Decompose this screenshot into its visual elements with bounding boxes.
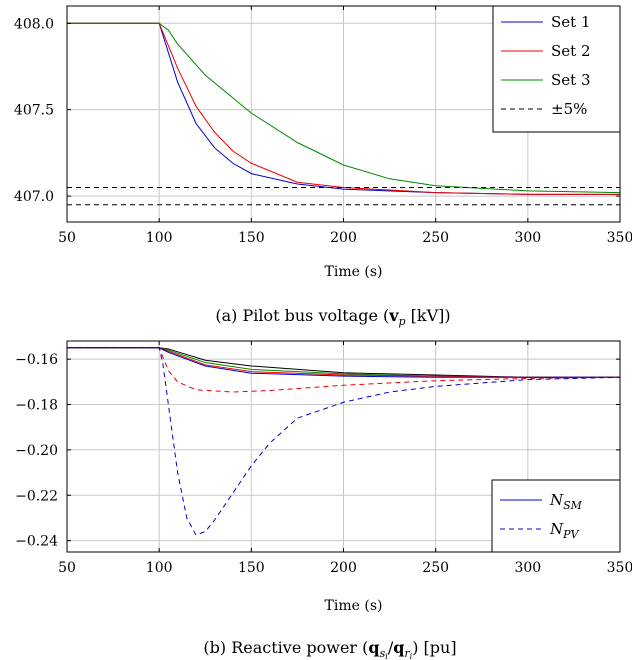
series-line-series-5 [67,347,620,393]
series-line-series-4 [67,347,620,378]
x-tick-label: 300 [514,560,541,576]
x-tick-label: 50 [58,230,76,246]
x-tick-label: 350 [607,560,632,576]
y-tick-label: −0.18 [15,398,58,414]
legend-label: Set 2 [551,42,591,60]
x-tick-label: 300 [514,230,541,246]
legend-label: NSM [549,491,583,512]
y-tick-label: −0.22 [15,488,58,504]
legend-label: ±5% [551,100,587,118]
series-line-series-6 [67,347,620,536]
y-tick-label: 407.0 [14,189,54,205]
legend: Set 1 Set 2 Set 3 ±5% [492,5,621,133]
x-axis-label: Time (s) [325,264,383,280]
x-tick-label: 350 [607,230,632,246]
y-tick-label: −0.16 [15,352,58,368]
legend-box [492,5,621,133]
x-tick-label: 100 [146,230,173,246]
legend-box [491,479,621,553]
chart-reactive-power: 50 100 150 200 250 300 350 −0.16 −0.18 −0.20 −0.22… [15,340,632,660]
x-tick-label: 50 [58,560,76,576]
legend-label: NPV [549,520,580,541]
y-tick-label: 408.0 [14,16,54,32]
y-tick-label: 407.5 [14,103,54,119]
series-group [67,22,620,206]
x-tick-label: 200 [330,560,357,576]
chart-pilot-bus-voltage: 50 100 150 200 250 300 350 407.0 407.5 408.0 Time … [14,5,632,328]
series-line-set-2 [67,22,620,195]
legend: NSM NPV [491,479,621,553]
x-tick-label: 250 [422,230,449,246]
legend-label: Set 1 [551,13,591,31]
chart-caption: (a) Pilot bus voltage (vp [kV]) [215,306,450,328]
chart-caption: (b) Reactive power (qsi/qri) [pu] [203,638,456,660]
x-tick-label: 200 [330,230,357,246]
series-group [67,347,620,536]
series-line-set-3 [67,22,620,194]
x-axis-label: Time (s) [325,598,383,614]
legend-label: Set 3 [551,71,591,89]
x-tick-label: 150 [238,560,265,576]
x-tick-label: 250 [422,560,449,576]
y-tick-label: −0.20 [15,443,58,459]
x-tick-label: 100 [146,560,173,576]
x-tick-label: 150 [238,230,265,246]
y-tick-label: −0.24 [15,534,58,550]
